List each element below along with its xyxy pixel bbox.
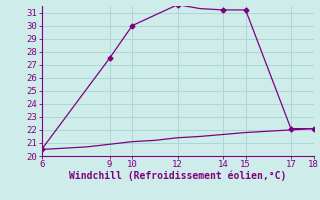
X-axis label: Windchill (Refroidissement éolien,°C): Windchill (Refroidissement éolien,°C)	[69, 171, 286, 181]
